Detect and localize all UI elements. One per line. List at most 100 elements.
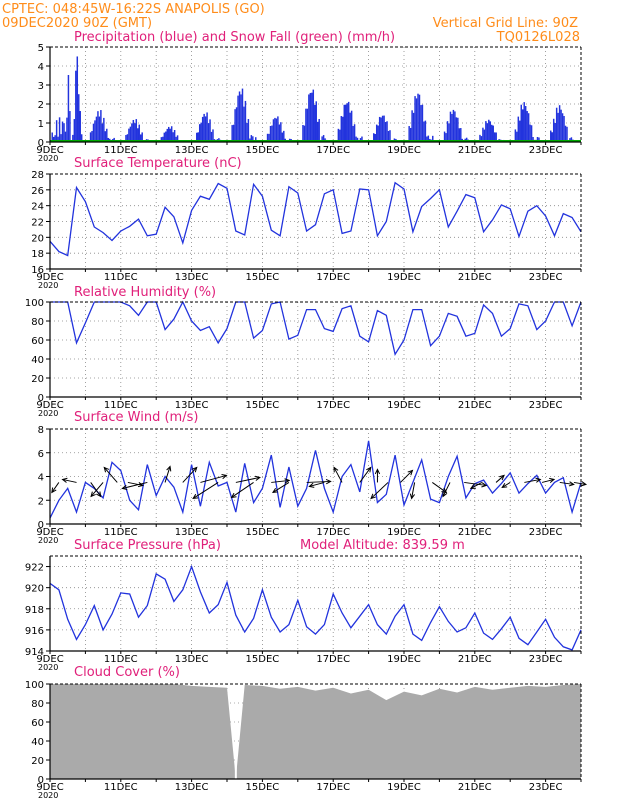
wind-arrow [103,467,118,483]
precip-bar [550,130,552,142]
wind-arrow [400,470,413,483]
precip-bar [57,136,59,142]
x-tick-label: 17DEC [316,400,350,411]
y-tick-label: 24 [31,202,44,213]
wind-arrow-head [580,481,588,487]
precip-bar [280,122,282,142]
x-tick-label: 9DEC [36,400,63,411]
precip-bar [526,111,528,142]
precip-bar [514,129,517,142]
wind-arrow-head [137,482,145,488]
x-tick-label: 21DEC [458,400,492,411]
precip-bar [51,132,53,142]
precip-bar [340,116,343,142]
wind-arrow-head [442,491,448,498]
y-tick-label: 0 [38,138,44,149]
x-tick-label: 21DEC [458,782,492,793]
precip-bar [489,121,492,142]
x-tick-label: 23DEC [529,527,563,538]
y-tick-label: 18 [31,249,44,260]
precip-bar [160,137,163,142]
y-tick-label: 8 [38,425,44,436]
header-vertical-grid: Vertical Grid Line: 90Z [433,16,578,31]
plot-area [50,174,581,269]
precip-bar [92,123,95,142]
panel-title: Precipitation (blue) and Snow Fall (gree… [74,30,395,45]
y-tick-label: 80 [31,317,44,328]
precip-bar [452,109,455,142]
wind-arrow-head [370,493,376,500]
precip-bar [380,117,382,142]
precip-bar [483,129,486,142]
header-location: CPTEC: 048:45W-16:22S ANAPOLIS (GO) [2,2,265,17]
precip-bar [243,106,245,142]
precip-bar [386,121,388,142]
y-tick-label: 2 [38,496,44,507]
y-tick-label: 100 [25,680,44,691]
precip-bar [73,119,76,142]
x-tick-label: 9DEC [36,527,63,538]
header: CPTEC: 048:45W-16:22S ANAPOLIS (GO) 09DE… [2,2,580,45]
wind-arrow-head [271,487,278,494]
precip-bar [355,136,357,142]
wind-arrow-head [499,474,505,481]
panel-annotation: Model Altitude: 839.59 m [300,538,465,553]
wind-arrow-head [366,466,372,473]
wind-arrow [200,474,227,483]
precip-bar [423,121,425,142]
precip-bar [551,132,553,142]
y-tick-label: 0 [38,393,44,404]
precip-bar [350,110,353,142]
precip-bar [414,96,416,142]
precip-bar [244,100,247,142]
wind-arrow [524,478,541,483]
x-tick-label: 13DEC [175,654,209,665]
precip-bar [176,135,179,142]
precip-bar [137,128,139,142]
y-tick-label: 4 [38,473,44,484]
precip-bar [339,129,341,142]
precip-bar [311,92,313,142]
y-tick-label: 2 [38,100,44,111]
precip-bar [163,132,166,142]
panel-3: 0 20 40 60 80 100 9DEC 11DEC 13DEC 15DEC 17DEC 19DE… [25,285,582,418]
precip-bar [66,117,68,142]
precip-bar [238,91,241,142]
x-tick-label: 23DEC [529,145,563,156]
precip-bar [557,112,559,142]
precip-bar [132,119,135,142]
precip-bar [356,137,359,142]
precip-bar [54,135,56,142]
precip-bar [135,119,138,142]
wind-arrow-head [481,482,488,488]
wind-arrow [235,476,260,483]
precip-bar [212,129,214,142]
series-line [49,181,582,257]
precip-bar [564,125,567,142]
wind-arrow [359,467,372,483]
x-tick-label: 21DEC [458,654,492,665]
y-tick-label: 20 [31,233,44,244]
precip-bar [519,120,521,142]
precip-bar [64,131,67,142]
x-year-label: 2020 [38,281,58,290]
wind-arrow [164,466,171,483]
wind-arrow-head [284,478,291,484]
x-tick-label: 17DEC [316,527,350,538]
precip-bar [409,127,412,142]
precip-bar [308,94,310,142]
wind-arrow [306,480,331,483]
y-tick-label: 0 [38,520,44,531]
y-tick-label: 26 [31,186,44,197]
precip-bar [197,132,199,142]
wind-arrow [90,482,102,497]
x-tick-label: 19DEC [387,145,421,156]
y-tick-label: 16 [31,265,44,276]
x-tick-label: 9DEC [36,654,63,665]
precip-bar [113,137,115,142]
precip-bar [495,132,497,142]
precip-bar [72,134,74,142]
precip-bar [312,89,315,142]
precip-bar [383,115,385,142]
